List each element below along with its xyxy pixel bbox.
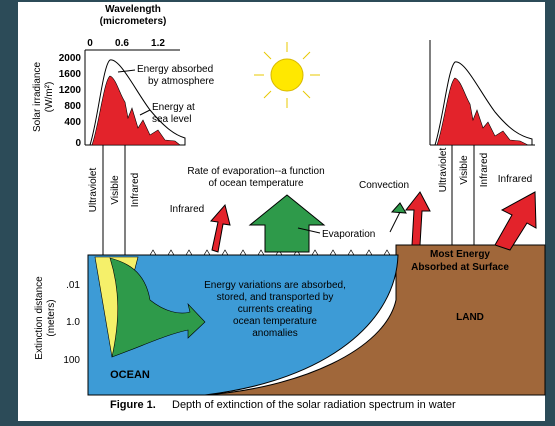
sun <box>271 59 303 91</box>
depth-label: Extinction distance <box>34 276 45 360</box>
ocean-label: OCEAN <box>110 369 150 381</box>
evaporation-label: Evaporation <box>322 229 375 240</box>
y-tick: 400 <box>64 117 81 128</box>
depth-tick: 100 <box>63 355 80 366</box>
x-label: (micrometers) <box>100 16 167 27</box>
y-tick: 0 <box>75 138 81 149</box>
y-tick: 1600 <box>59 69 82 80</box>
annotation: sea level <box>152 114 191 125</box>
band-label: Visible <box>110 175 121 205</box>
ocean-text: currents creating <box>238 304 312 315</box>
figure: Wavelength (micrometers) 0 0.6 1.2 2000 … <box>0 0 555 421</box>
ocean-text: Energy variations are absorbed, <box>204 280 346 291</box>
x-tick: 1.2 <box>151 38 165 49</box>
ocean-text: anomalies <box>252 328 298 339</box>
x-tick: 0.6 <box>115 38 129 49</box>
evaporation-rate: Rate of evaporation--a function <box>187 166 324 177</box>
infrared-label: Infrared <box>498 174 532 185</box>
land-label: LAND <box>456 312 484 323</box>
ocean-text: ocean temperature <box>233 316 317 327</box>
evaporation-rate: of ocean temperature <box>208 178 303 189</box>
band-label: Ultraviolet <box>438 148 449 193</box>
annotation: by atmosphere <box>148 76 215 87</box>
infrared-label: Infrared <box>170 204 204 215</box>
band-label: Infrared <box>130 173 141 207</box>
depth-tick: .01 <box>66 280 80 291</box>
annotation: Energy absorbed <box>137 64 213 75</box>
y-tick: 1200 <box>59 85 82 96</box>
surface-label: Absorbed at Surface <box>411 262 509 273</box>
convection-label: Convection <box>359 180 409 191</box>
annotation: Energy at <box>152 102 195 113</box>
x-tick: 0 <box>87 38 93 49</box>
band-label: Visible <box>459 155 470 185</box>
y-label: Solar irradiance <box>32 62 43 132</box>
y-tick: 800 <box>64 101 81 112</box>
surface-label: Most Energy <box>430 249 490 260</box>
caption-text: Depth of extinction of the solar radiati… <box>172 399 456 411</box>
y-label: (W/m²) <box>44 82 55 113</box>
band-label: Infrared <box>479 153 490 187</box>
ocean-text: stored, and transported by <box>217 292 334 303</box>
caption-figure: Figure 1. <box>110 399 156 411</box>
y-tick: 2000 <box>59 53 82 64</box>
x-label: Wavelength <box>105 4 161 15</box>
depth-tick: 1.0 <box>66 317 80 328</box>
band-label: Ultraviolet <box>88 168 99 213</box>
depth-label: (meters) <box>46 299 57 336</box>
